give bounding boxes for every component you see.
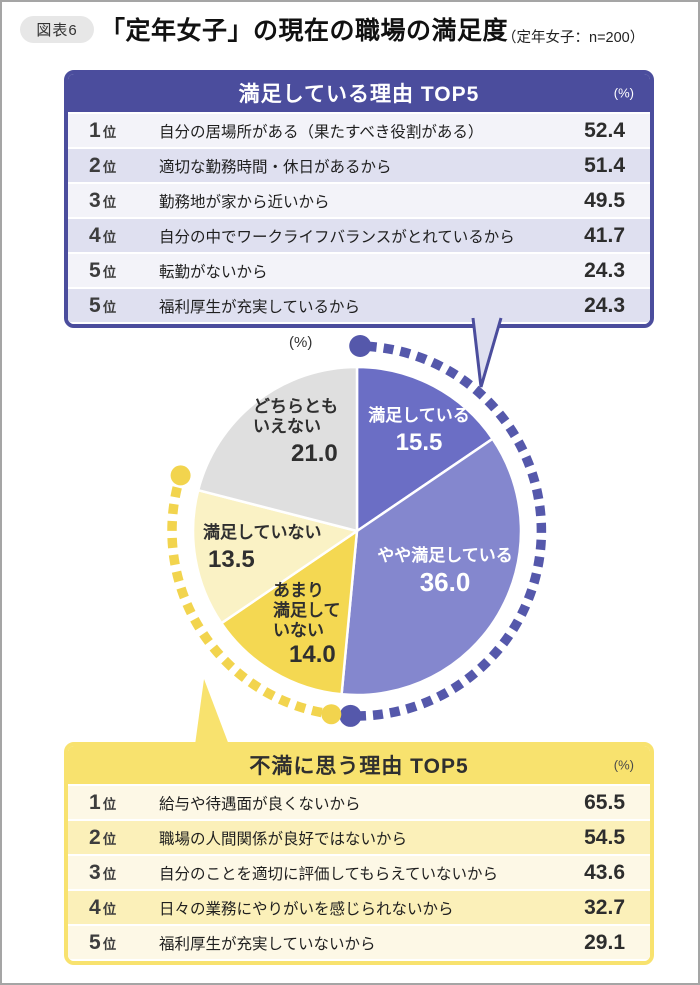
- arc-end-dot: [339, 704, 362, 727]
- arc-end-dot: [321, 704, 342, 725]
- satisfied-callout-pointer: [471, 317, 503, 388]
- value-cell: 65.5: [584, 790, 625, 814]
- pie-segment-value: 14.0: [289, 641, 336, 668]
- satisfied-table-header: 満足している理由 TOP5 (%): [68, 74, 650, 112]
- value-cell: 52.4: [584, 118, 625, 142]
- dissatisfied-table-title: 不満に思う理由 TOP5: [249, 755, 469, 778]
- pie-segment-name: どちらとも いえない: [253, 397, 338, 436]
- reason-cell: 適切な勤務時間・休日があるから: [159, 158, 392, 176]
- value-cell: 32.7: [584, 895, 625, 919]
- sample-size-note: （定年女子：n=200）: [502, 30, 645, 46]
- pie-label-somewhat-satisfied: やや満足している 36.0: [370, 546, 520, 596]
- pie-segment-value: 15.5: [395, 429, 443, 456]
- value-cell: 29.1: [584, 930, 625, 954]
- pie-segment-value: 13.5: [208, 546, 255, 573]
- pie-segment-name: やや満足している: [377, 546, 513, 565]
- arc-end-dot: [349, 335, 372, 357]
- figure-badge: 図表6: [20, 16, 94, 43]
- satisfied-table-unit: (%): [613, 85, 634, 101]
- satisfied-table-title: 満足している理由 TOP5: [238, 83, 480, 106]
- pie-label-dissatisfied: 満足していない 13.5: [203, 523, 322, 573]
- reason-cell: 福利厚生が充実していないから: [159, 935, 376, 953]
- dissatisfied-table-unit: (%): [613, 757, 634, 773]
- reason-cell: 勤務地が家から近いから: [159, 193, 330, 211]
- arc-end-dot: [170, 465, 191, 486]
- pie-label-somewhat-dissatisfied: あまり 満足して いない 14.0: [273, 581, 341, 668]
- value-cell: 24.3: [584, 293, 625, 317]
- reason-cell: 自分のことを適切に評価してもらえていないから: [159, 865, 498, 883]
- dissatisfied-callout-pointer: [195, 679, 229, 745]
- highlight-arc-satisfied: [358, 341, 547, 721]
- dissatisfied-table-header: 不満に思う理由 TOP5 (%): [68, 746, 650, 784]
- value-cell: 51.4: [584, 153, 625, 177]
- reason-cell: 自分の中でワークライフバランスがとれているから: [159, 228, 515, 246]
- value-cell: 54.5: [584, 825, 625, 849]
- reason-cell: 自分の居場所がある（果たすべき役割がある）: [159, 123, 484, 141]
- pie-segment-name: あまり 満足して いない: [273, 581, 341, 640]
- value-cell: 41.7: [584, 223, 625, 247]
- pie-segment-name: 満足していない: [203, 523, 322, 542]
- pie-segment-value: 36.0: [419, 567, 471, 597]
- reason-cell: 職場の人間関係が良好ではないから: [159, 830, 408, 848]
- value-cell: 24.3: [584, 258, 625, 282]
- reason-cell: 福利厚生が充実しているから: [159, 298, 361, 316]
- pie-label-neither: どちらとも いえない 21.0: [253, 397, 338, 467]
- reason-cell: 日々の業務にやりがいを感じられないから: [159, 900, 454, 918]
- value-cell: 49.5: [584, 188, 625, 212]
- pie-unit-label: (%): [289, 334, 313, 351]
- pie-segment-name: 満足している: [368, 406, 470, 425]
- page-title: 「定年女子」の現在の職場の満足度: [100, 17, 509, 45]
- value-cell: 43.6: [584, 860, 625, 884]
- pie-segment-value: 21.0: [291, 440, 338, 467]
- reason-cell: 給与や待遇面が良くないから: [159, 795, 361, 813]
- pie-label-satisfied: 満足している 15.5: [354, 406, 484, 456]
- reason-cell: 転勤がないから: [159, 263, 268, 281]
